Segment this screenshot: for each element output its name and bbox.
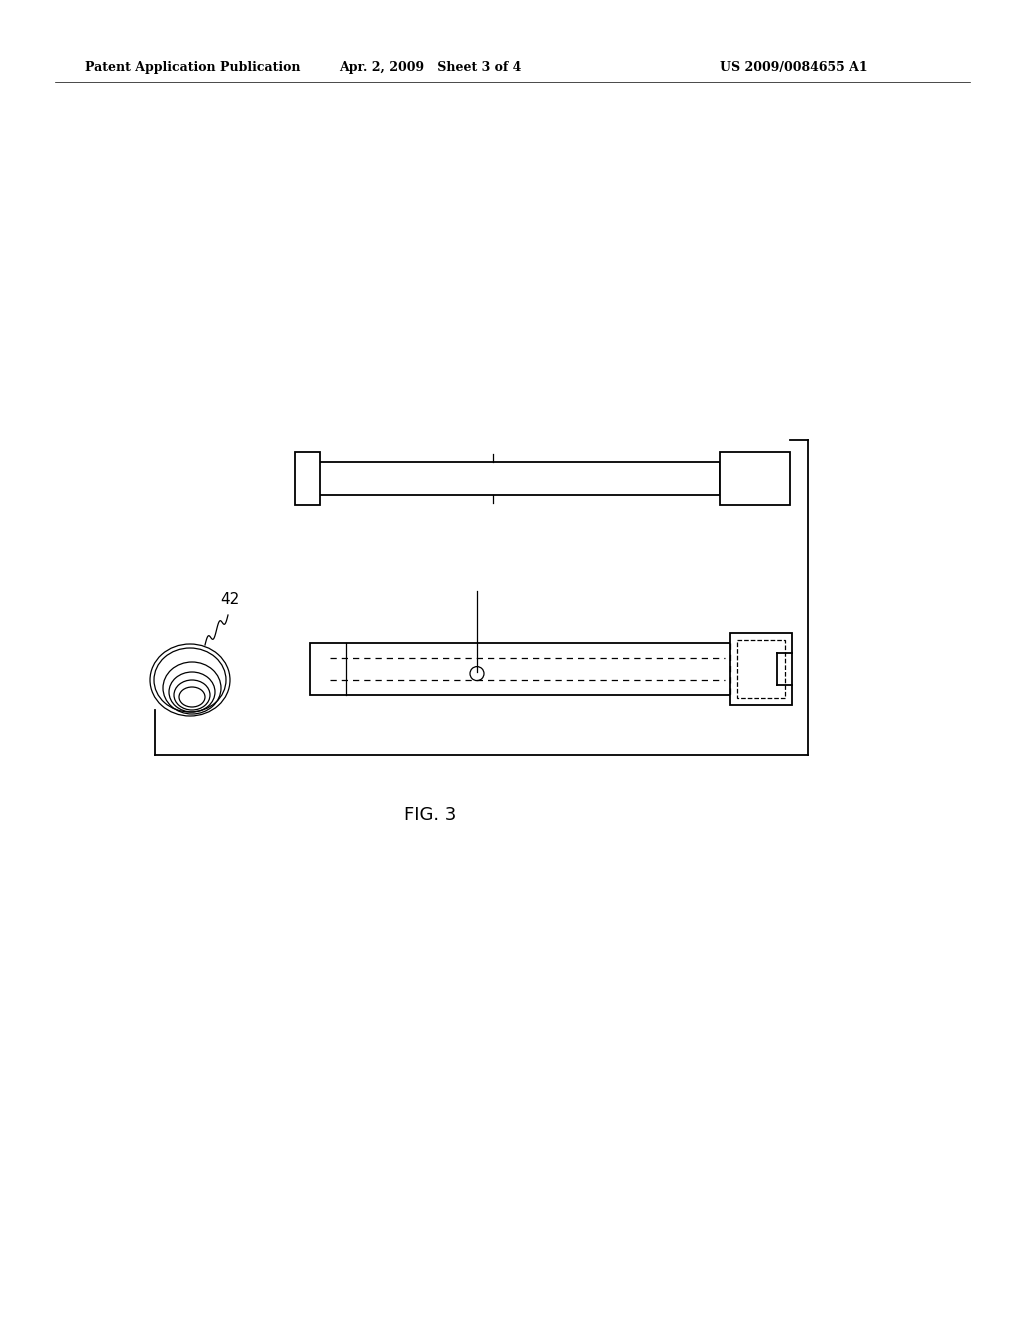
Bar bbox=[730, 634, 792, 705]
Bar bbox=[310, 462, 720, 495]
Bar bbox=[720, 451, 790, 506]
Bar bbox=[295, 451, 319, 506]
Bar bbox=[310, 643, 733, 696]
Circle shape bbox=[470, 667, 484, 681]
Bar bbox=[737, 640, 785, 698]
Text: FIG. 3: FIG. 3 bbox=[403, 807, 456, 824]
Text: US 2009/0084655 A1: US 2009/0084655 A1 bbox=[720, 62, 867, 74]
Text: Patent Application Publication: Patent Application Publication bbox=[85, 62, 300, 74]
Text: 42: 42 bbox=[220, 593, 240, 607]
Text: Apr. 2, 2009   Sheet 3 of 4: Apr. 2, 2009 Sheet 3 of 4 bbox=[339, 62, 521, 74]
